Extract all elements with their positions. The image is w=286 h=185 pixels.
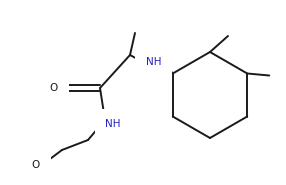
Text: NH: NH [105,119,121,129]
Text: O: O [32,160,40,170]
Text: NH: NH [146,57,161,67]
Text: O: O [50,83,58,93]
